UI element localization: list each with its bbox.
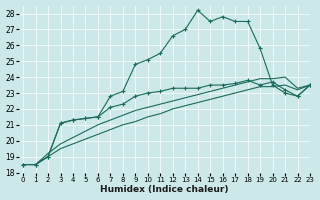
- X-axis label: Humidex (Indice chaleur): Humidex (Indice chaleur): [100, 185, 229, 194]
